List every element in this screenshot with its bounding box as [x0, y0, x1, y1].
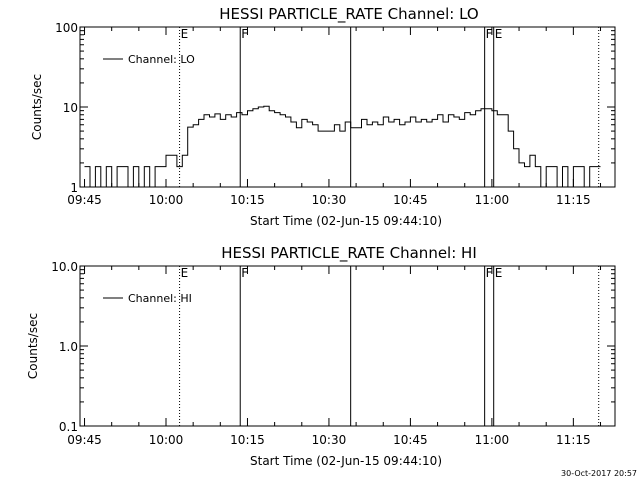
x-tick-label: 10:30	[312, 193, 347, 207]
x-tick-label: 10:45	[393, 433, 428, 447]
x-tick-label: 10:15	[230, 193, 265, 207]
x-tick-label: 09:45	[67, 433, 102, 447]
legend: Channel: LO	[103, 53, 195, 66]
event-marker-label: F	[241, 266, 248, 280]
legend: Channel: HI	[103, 292, 192, 305]
event-marker-label: E	[181, 266, 189, 280]
x-ticks: 09:45 10:00 10:15 10:30 10:45 11:00 11:15	[67, 27, 602, 207]
plot-frame	[79, 26, 616, 188]
y-tick-label: 100	[55, 21, 78, 35]
chart-panel-hi: HESSI PARTICLE_RATE Channel: HI Counts/s…	[26, 244, 616, 468]
chart-title: HESSI PARTICLE_RATE Channel: HI	[221, 244, 477, 263]
y-tick-label: 0.1	[59, 420, 78, 434]
series-line-lo	[84, 105, 601, 188]
x-tick-label: 11:00	[475, 433, 510, 447]
event-marker-label: E	[495, 266, 503, 280]
x-axis-label: Start Time (02-Jun-15 09:44:10)	[250, 214, 442, 228]
x-tick-label: 11:15	[556, 433, 591, 447]
event-marker-label: E	[495, 27, 503, 41]
x-tick-label: 10:00	[149, 433, 184, 447]
y-tick-label: 10	[63, 101, 78, 115]
x-axis-label: Start Time (02-Jun-15 09:44:10)	[250, 454, 442, 468]
x-ticks: 09:45 10:00 10:15 10:30 10:45 11:00 11:15	[67, 266, 602, 447]
y-ticks: 1 10 100	[55, 21, 615, 195]
event-marker-label: F	[486, 266, 493, 280]
chart-panel-lo: HESSI PARTICLE_RATE Channel: LO Counts/s…	[30, 5, 616, 228]
y-tick-label: 10.0	[51, 260, 78, 274]
x-tick-label: 10:45	[393, 193, 428, 207]
y-tick-label: 1.0	[59, 340, 78, 354]
event-marker-label: F	[241, 27, 248, 41]
x-tick-label: 10:30	[312, 433, 347, 447]
legend-entry-hi: Channel: HI	[128, 292, 192, 305]
plot-frame	[79, 265, 616, 427]
y-axis-label: Counts/sec	[30, 74, 44, 140]
x-tick-label: 11:15	[556, 193, 591, 207]
footer-timestamp: 30-Oct-2017 20:57	[561, 469, 637, 478]
event-marker-label: F	[486, 27, 493, 41]
legend-entry-lo: Channel: LO	[128, 53, 195, 66]
event-marker-label: E	[181, 27, 189, 41]
x-tick-label: 09:45	[67, 193, 102, 207]
y-tick-label: 1	[70, 181, 78, 195]
chart-title: HESSI PARTICLE_RATE Channel: LO	[219, 5, 478, 24]
y-axis-label: Counts/sec	[26, 313, 40, 379]
x-tick-label: 10:00	[149, 193, 184, 207]
y-ticks: 0.1 1.0 10.0	[51, 260, 615, 434]
x-tick-label: 10:15	[230, 433, 265, 447]
x-tick-label: 11:00	[475, 193, 510, 207]
